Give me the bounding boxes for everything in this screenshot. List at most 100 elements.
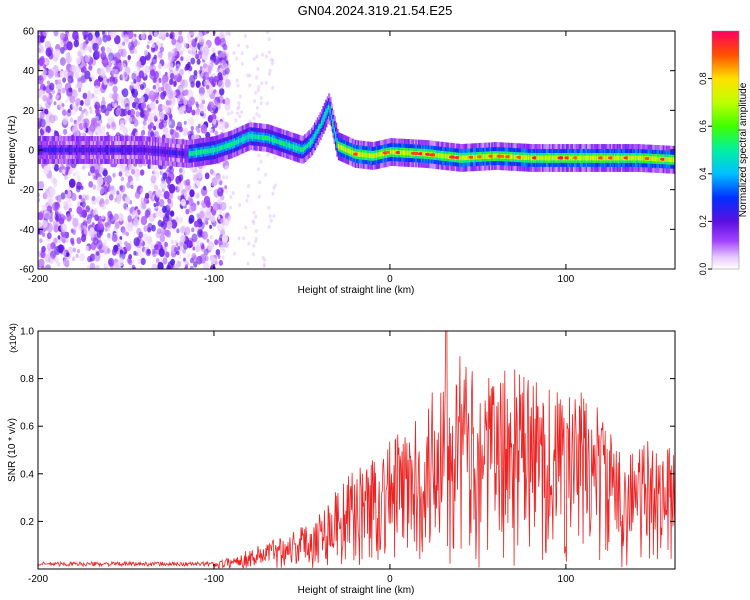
noise-cell <box>75 169 80 177</box>
noise-cell <box>212 52 216 57</box>
noise-cell <box>150 175 157 184</box>
y-tick-label: 0.8 <box>20 374 34 385</box>
noise-cell <box>73 128 80 138</box>
signal-cell <box>225 143 228 149</box>
noise-cell <box>106 103 113 112</box>
noise-cell <box>269 218 273 223</box>
y-tick-label: -20 <box>20 185 35 196</box>
noise-cell <box>181 79 188 89</box>
noise-cell <box>254 239 258 244</box>
noise-cell <box>219 87 225 96</box>
noise-cell <box>221 129 225 134</box>
signal-cell <box>481 154 484 160</box>
signal-cell <box>132 147 135 153</box>
noise-cell <box>165 211 170 219</box>
signal-cell <box>622 155 625 161</box>
noise-cell <box>224 185 228 190</box>
signal-cell <box>315 131 318 137</box>
signal-cell <box>77 147 80 153</box>
noise-cell <box>116 197 121 205</box>
signal-cell <box>239 138 242 143</box>
signal-cell <box>664 157 667 162</box>
signal-cell <box>323 114 326 120</box>
noise-cell <box>236 83 240 88</box>
noise-cell <box>143 225 148 232</box>
noise-cell <box>237 43 241 48</box>
noise-cell <box>173 246 178 253</box>
noise-cell <box>194 191 200 200</box>
signal-cell <box>487 154 490 159</box>
noise-cell <box>87 32 93 42</box>
noise-cell <box>105 216 109 221</box>
noise-cell <box>140 215 148 226</box>
noise-cell <box>190 31 195 36</box>
signal-cell <box>359 152 362 157</box>
signal-cell <box>588 155 591 161</box>
signal-cell <box>336 140 339 146</box>
signal-cell <box>212 147 215 153</box>
noise-cell <box>102 169 108 177</box>
noise-cell <box>237 236 241 241</box>
noise-cell <box>92 184 97 190</box>
signal-cell <box>78 147 81 153</box>
noise-cell <box>178 106 184 115</box>
signal-cell <box>247 134 250 140</box>
noise-cell <box>225 175 229 180</box>
noise-cell <box>231 191 235 196</box>
signal-cell <box>406 150 409 156</box>
noise-cell <box>53 101 57 106</box>
noise-cell <box>67 108 71 113</box>
signal-cell <box>582 155 585 161</box>
noise-cell <box>271 191 275 196</box>
signal-cell <box>439 153 442 158</box>
signal-cell <box>464 155 467 161</box>
signal-cell <box>202 149 205 155</box>
noise-cell <box>122 88 129 98</box>
signal-cell <box>584 155 587 161</box>
noise-cell <box>154 170 160 178</box>
noise-cell <box>94 214 99 221</box>
noise-cell <box>252 56 256 61</box>
noise-cell <box>154 130 159 137</box>
noise-cell <box>137 258 141 264</box>
noise-cell <box>76 249 80 254</box>
signal-cell <box>587 155 590 161</box>
noise-cell <box>213 75 219 83</box>
noise-cell <box>182 248 187 254</box>
signal-cell <box>602 155 605 161</box>
signal-cell <box>94 147 97 153</box>
noise-cell <box>91 125 95 130</box>
noise-cell <box>56 262 61 267</box>
noise-cell <box>215 249 221 256</box>
noise-cell <box>54 49 61 58</box>
signal-cell <box>256 134 259 140</box>
noise-cell <box>157 52 163 60</box>
noise-cell <box>222 99 226 104</box>
noise-cell <box>75 253 79 258</box>
signal-cell <box>87 147 90 153</box>
noise-cell <box>68 178 76 188</box>
noise-cell <box>83 122 88 129</box>
signal-cell <box>589 155 592 161</box>
noise-cell <box>199 210 205 219</box>
signal-cell <box>581 155 584 161</box>
noise-cell <box>174 67 180 75</box>
signal-cell <box>530 155 533 161</box>
noise-cell <box>161 79 167 87</box>
noise-cell <box>155 211 160 217</box>
signal-cell <box>484 154 487 159</box>
noise-cell <box>106 34 111 42</box>
signal-cell <box>658 156 661 162</box>
noise-cell <box>154 92 160 100</box>
noise-cell <box>156 40 160 46</box>
noise-cell <box>133 250 137 256</box>
signal-cell <box>149 148 152 153</box>
noise-cell <box>88 106 92 111</box>
noise-cell <box>237 101 241 106</box>
noise-cell <box>108 257 115 267</box>
noise-cell <box>128 266 133 269</box>
signal-cell <box>136 147 139 153</box>
noise-cell <box>203 71 209 81</box>
noise-cell <box>139 110 145 118</box>
signal-cell <box>297 146 300 151</box>
